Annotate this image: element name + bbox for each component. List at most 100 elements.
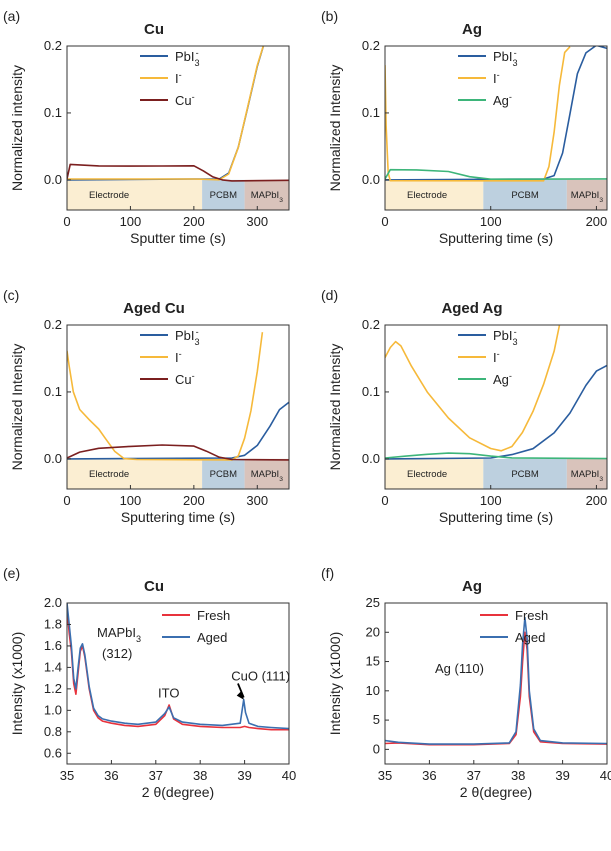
y-tick-label: 0.2 <box>44 38 62 53</box>
x-tick-label: 35 <box>378 768 392 783</box>
region-label: Electrode <box>407 469 447 480</box>
region-band <box>202 458 245 489</box>
region-band <box>67 458 203 489</box>
region-label: MAPbI3 <box>571 469 604 483</box>
y-axis-label: Normalized Intensity <box>327 344 343 471</box>
y-tick-label: 0.2 <box>362 317 380 332</box>
series-group <box>67 603 289 731</box>
legend-label: Aged <box>515 630 545 645</box>
y-tick-label: 5 <box>373 712 380 727</box>
panel-e: 35 36 37 38 39 40 0.6 0.8 1.0 1.2 1.4 1.6 1.8 2.0 2 θ(… <box>3 565 296 800</box>
region-label: PCBM <box>511 190 539 201</box>
y-tick-label: 0.2 <box>362 38 380 53</box>
chart-title: Ag <box>462 21 482 38</box>
series-line-1 <box>385 616 607 745</box>
legend-label: Aged <box>197 630 227 645</box>
y-tick-label: 0.1 <box>44 105 62 120</box>
series-line-2 <box>67 444 289 461</box>
series-group <box>67 46 289 182</box>
panel-label: (d) <box>321 287 338 303</box>
region-band <box>202 179 245 210</box>
y-tick-label: 0.0 <box>362 172 380 187</box>
series-line-1 <box>67 46 265 181</box>
series-group <box>385 325 607 460</box>
y-axis-label: Intensity (x1000) <box>327 632 343 736</box>
y-axis-label: Normalized Intensity <box>327 65 343 192</box>
chart-title: Ag <box>462 578 482 595</box>
region-label: Electrode <box>89 469 129 480</box>
series-line-2 <box>385 168 607 180</box>
legend-label: Fresh <box>515 608 548 623</box>
y-tick-label: 0.1 <box>362 384 380 399</box>
y-tick-label: 25 <box>366 595 380 610</box>
panel-label: (f) <box>321 565 334 581</box>
region-band <box>244 458 289 489</box>
x-tick-label: 0 <box>381 493 388 508</box>
x-tick-label: 100 <box>120 214 142 229</box>
x-axis-label: Sputter time (s) <box>130 230 226 246</box>
x-tick-label: 36 <box>422 768 436 783</box>
series-line-0 <box>67 401 289 460</box>
y-axis-label: Intensity (x1000) <box>9 632 25 736</box>
y-tick-label: 0.0 <box>44 172 62 187</box>
x-tick-label: 39 <box>237 768 251 783</box>
panel-f: 35 36 37 38 39 40 0 5 10 15 20 25 2 θ(degree) Intensi… <box>321 565 611 800</box>
y-tick-label: 0.1 <box>362 105 380 120</box>
panel-label: (c) <box>3 287 19 303</box>
y-tick-label: 2.0 <box>44 595 62 610</box>
panel-c: Electrode PCBM MAPbI3 0 100 200 300 0.0 0.1 0.2 Sp… <box>3 287 290 525</box>
series-group <box>385 616 607 746</box>
legend-label: Cu- <box>175 371 195 387</box>
xrd-cu-annotations: MAPbI3 (312) ITO CuO (111) <box>97 625 290 700</box>
x-tick-label: 300 <box>246 214 268 229</box>
chart-title: Cu <box>144 21 164 38</box>
axes-frame <box>384 45 608 211</box>
region-label: MAPbI3 <box>251 469 284 483</box>
region-label: PCBM <box>210 469 238 480</box>
x-tick-label: 0 <box>63 214 70 229</box>
y-tick-label: 0.2 <box>44 317 62 332</box>
legend-label: Cu- <box>175 92 195 108</box>
series-line-1 <box>67 332 264 461</box>
legend-label: PbI3- <box>493 48 518 68</box>
region-label: Electrode <box>407 190 447 201</box>
panel-label: (e) <box>3 565 20 581</box>
annotation-mapbi3: MAPbI3 <box>97 625 141 644</box>
x-tick-label: 100 <box>480 493 502 508</box>
y-tick-label: 1.8 <box>44 616 62 631</box>
axes-frame <box>384 324 608 490</box>
y-tick-label: 1.6 <box>44 638 62 653</box>
axes-frame <box>66 602 290 765</box>
panel-b: Electrode PCBM MAPbI3 0 100 200 0.0 0.1 0.2 Sputt… <box>321 8 608 246</box>
x-tick-label: 300 <box>246 493 268 508</box>
region-band <box>385 179 484 210</box>
region-label: PCBM <box>210 190 238 201</box>
y-tick-label: 0.8 <box>44 724 62 739</box>
x-tick-label: 100 <box>480 214 502 229</box>
y-tick-label: 0.1 <box>44 384 62 399</box>
legend-label: I- <box>175 70 182 86</box>
x-tick-label: 200 <box>183 493 205 508</box>
x-tick-label: 200 <box>586 493 608 508</box>
region-label: MAPbI3 <box>571 190 604 204</box>
x-tick-label: 200 <box>183 214 205 229</box>
legend-label: I- <box>175 349 182 365</box>
region-band <box>67 179 203 210</box>
x-tick-label: 200 <box>586 214 608 229</box>
annotation-ag110: Ag (110) <box>435 661 484 676</box>
series-line-0 <box>385 46 607 181</box>
legend-label: PbI3- <box>493 327 518 347</box>
series-group <box>67 332 289 461</box>
series-line-1 <box>385 325 561 452</box>
x-tick-label: 39 <box>555 768 569 783</box>
panel-a: Electrode PCBM MAPbI3 0 100 200 300 0.0 0.1 0.2 Sp… <box>3 8 290 246</box>
x-tick-label: 38 <box>193 768 207 783</box>
x-tick-label: 37 <box>149 768 163 783</box>
y-tick-label: 20 <box>366 624 380 639</box>
region-band <box>483 179 567 210</box>
annotation-cuo: CuO (111) <box>231 668 290 683</box>
chart-title: Cu <box>144 578 164 595</box>
region-band <box>566 179 607 210</box>
legend-label: Ag- <box>493 371 512 387</box>
